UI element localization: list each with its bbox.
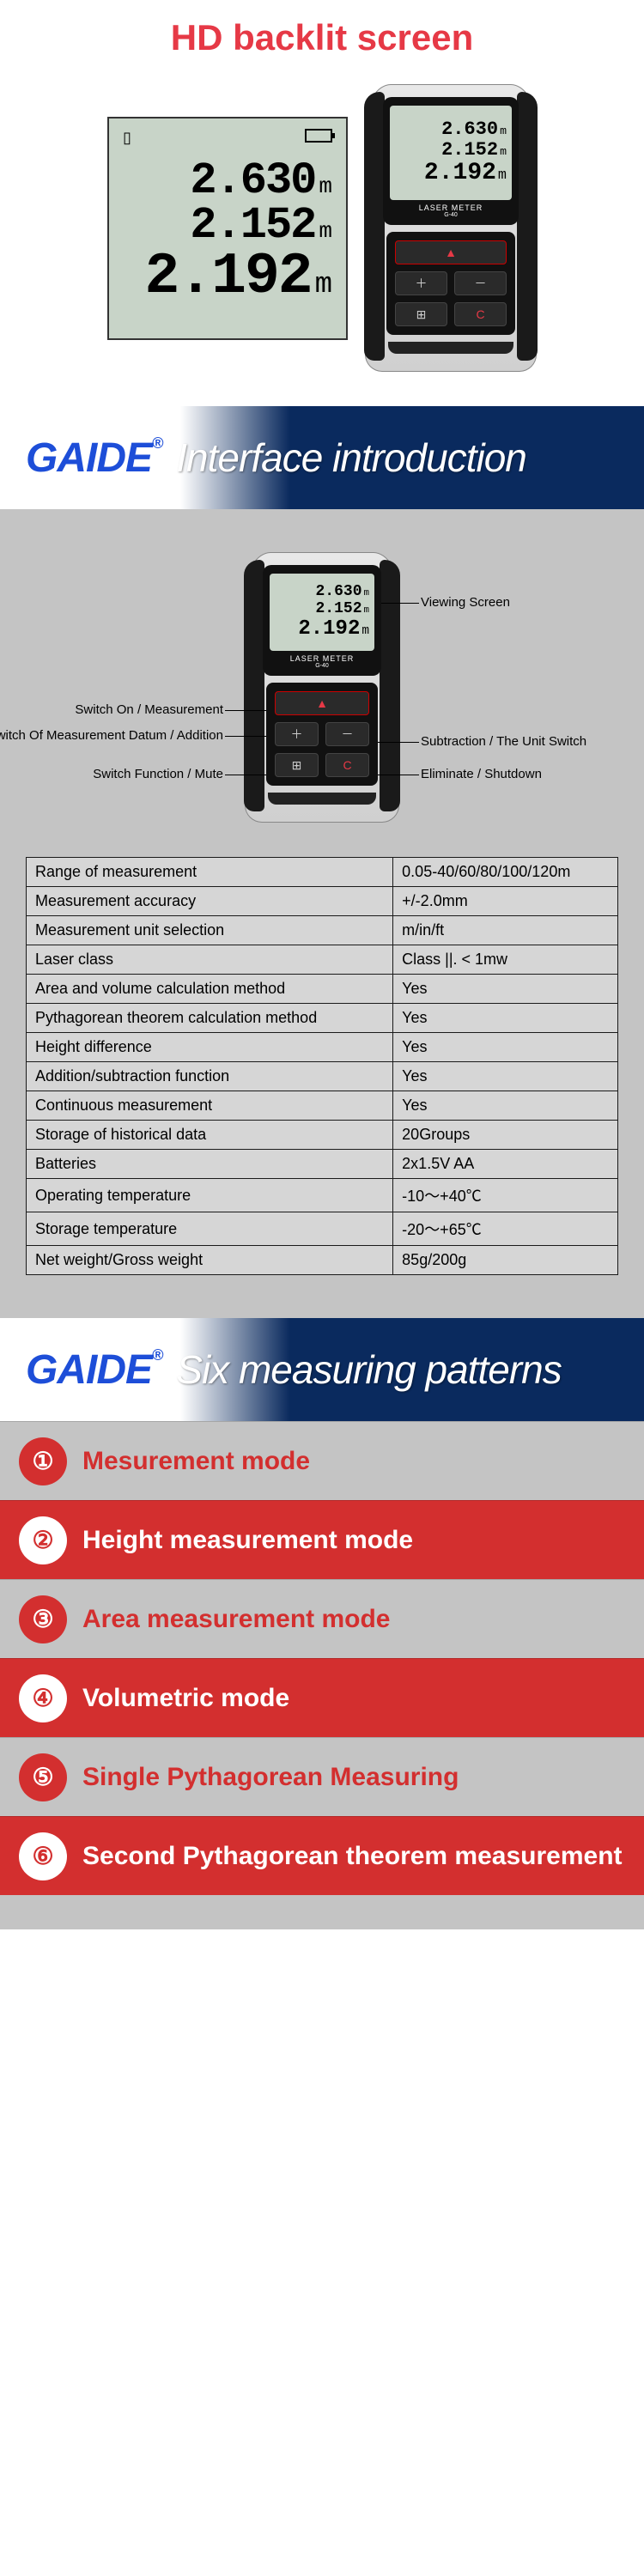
table-row: Measurement accuracy+/-2.0mm	[27, 887, 618, 916]
device-btn: ⊞	[395, 302, 447, 326]
brand-logo: GAIDE®	[26, 1346, 162, 1394]
interface-section: 2.630m 2.152m 2.192m LASER METER G-40 ▲ …	[0, 509, 644, 1318]
table-cell: Addition/subtraction function	[27, 1062, 393, 1091]
mode-row: ⑤ Single Pythagorean Measuring	[0, 1737, 644, 1816]
table-row: Laser classClass ||. < 1mw	[27, 945, 618, 975]
mode-label: Second Pythagorean theorem measurement	[82, 1842, 623, 1871]
table-cell: Storage temperature	[27, 1212, 393, 1246]
table-row: Area and volume calculation methodYes	[27, 975, 618, 1004]
table-cell: Yes	[393, 1062, 618, 1091]
table-cell: -20～+65℃	[393, 1212, 618, 1246]
hd-content: ▯ 2.630m 2.152m 2.192m 2.630m 2.152m 2.1…	[0, 84, 644, 372]
lcd-v1: 2.630	[190, 159, 315, 204]
device-render-mid: 2.630m 2.152m 2.192m LASER METER G-40 ▲ …	[245, 552, 399, 823]
table-row: Operating temperature-10～+40℃	[27, 1179, 618, 1212]
table-cell: -10～+40℃	[393, 1179, 618, 1212]
mode-row: ③ Area measurement mode	[0, 1579, 644, 1658]
mode-label: Area measurement mode	[82, 1605, 390, 1634]
table-cell: Height difference	[27, 1033, 393, 1062]
mode-row: ① Mesurement mode	[0, 1421, 644, 1500]
callout-viewing: Viewing Screen	[421, 595, 510, 610]
mode-number: ⑥	[19, 1832, 67, 1880]
table-row: Range of measurement0.05-40/60/80/100/12…	[27, 858, 618, 887]
mode-label: Volumetric mode	[82, 1684, 289, 1713]
table-row: Height differenceYes	[27, 1033, 618, 1062]
table-cell: m/in/ft	[393, 916, 618, 945]
table-cell: Yes	[393, 1004, 618, 1033]
device-label: LASER METER	[390, 204, 512, 212]
table-row: Measurement unit selectionm/in/ft	[27, 916, 618, 945]
patterns-title: Six measuring patterns	[176, 1346, 561, 1393]
table-cell: Measurement accuracy	[27, 887, 393, 916]
patterns-header: GAIDE® Six measuring patterns	[0, 1318, 644, 1421]
device-power-btn: ▲	[395, 240, 507, 264]
lcd-v3: 2.192	[145, 248, 312, 307]
mode-number: ④	[19, 1674, 67, 1722]
hd-title: HD backlit screen	[0, 17, 644, 58]
device-btn: －	[454, 271, 507, 295]
lcd-enlarged: ▯ 2.630m 2.152m 2.192m	[107, 117, 348, 340]
table-cell: 85g/200g	[393, 1246, 618, 1275]
callout-datum: Switch Of Measurement Datum / Addition	[0, 728, 223, 744]
device-power-btn: ▲	[275, 691, 369, 715]
interface-diagram: 2.630m 2.152m 2.192m LASER METER G-40 ▲ …	[26, 552, 618, 823]
table-cell: Pythagorean theorem calculation method	[27, 1004, 393, 1033]
table-cell: Yes	[393, 1091, 618, 1121]
table-cell: Laser class	[27, 945, 393, 975]
hd-backlit-section: HD backlit screen ▯ 2.630m 2.152m 2.192m…	[0, 0, 644, 406]
battery-icon	[305, 129, 332, 143]
table-cell: Yes	[393, 975, 618, 1004]
table-row: Net weight/Gross weight85g/200g	[27, 1246, 618, 1275]
mode-number: ①	[19, 1437, 67, 1485]
callout-sub: Subtraction / The Unit Switch	[421, 734, 586, 749]
table-cell: Area and volume calculation method	[27, 975, 393, 1004]
table-cell: Yes	[393, 1033, 618, 1062]
mode-label: Mesurement mode	[82, 1447, 310, 1476]
mode-row: ② Height measurement mode	[0, 1500, 644, 1579]
table-cell: Net weight/Gross weight	[27, 1246, 393, 1275]
ref-icon: ▯	[123, 129, 131, 147]
mode-number: ②	[19, 1516, 67, 1564]
spec-table: Range of measurement0.05-40/60/80/100/12…	[26, 857, 618, 1275]
table-row: Batteries2x1.5V AA	[27, 1150, 618, 1179]
table-cell: Measurement unit selection	[27, 916, 393, 945]
interface-title: Interface introduction	[176, 434, 526, 481]
device-btn: ＋	[395, 271, 447, 295]
mode-label: Single Pythagorean Measuring	[82, 1763, 459, 1792]
brand-logo: GAIDE®	[26, 434, 162, 482]
device-foot	[388, 342, 513, 354]
table-row: Storage of historical data20Groups	[27, 1121, 618, 1150]
mode-row: ④ Volumetric mode	[0, 1658, 644, 1737]
mode-row: ⑥ Second Pythagorean theorem measurement	[0, 1816, 644, 1895]
mode-label: Height measurement mode	[82, 1526, 413, 1555]
device-render-large: 2.630m 2.152m 2.192m LASER METER G-40 ▲ …	[365, 84, 537, 372]
table-row: Addition/subtraction functionYes	[27, 1062, 618, 1091]
table-cell: +/-2.0mm	[393, 887, 618, 916]
table-row: Continuous measurementYes	[27, 1091, 618, 1121]
mode-number: ⑤	[19, 1753, 67, 1801]
table-cell: Operating temperature	[27, 1179, 393, 1212]
table-cell: 20Groups	[393, 1121, 618, 1150]
table-cell: Range of measurement	[27, 858, 393, 887]
table-cell: Continuous measurement	[27, 1091, 393, 1121]
mode-number: ③	[19, 1595, 67, 1643]
callout-elim: Eliminate / Shutdown	[421, 767, 542, 781]
table-row: Storage temperature-20～+65℃	[27, 1212, 618, 1246]
device-btn: C	[454, 302, 507, 326]
table-cell: Class ||. < 1mw	[393, 945, 618, 975]
table-cell: Storage of historical data	[27, 1121, 393, 1150]
interface-header: GAIDE® Interface introduction	[0, 406, 644, 509]
table-row: Pythagorean theorem calculation methodYe…	[27, 1004, 618, 1033]
table-cell: Batteries	[27, 1150, 393, 1179]
device-model: G-40	[390, 212, 512, 218]
table-cell: 0.05-40/60/80/100/120m	[393, 858, 618, 887]
table-cell: 2x1.5V AA	[393, 1150, 618, 1179]
modes-section: ① Mesurement mode ② Height measurement mode…	[0, 1421, 644, 1929]
lcd-v2: 2.152	[190, 204, 315, 248]
callout-switch-on: Switch On / Measurement	[75, 702, 223, 717]
callout-func: Switch Function / Mute	[93, 767, 223, 781]
